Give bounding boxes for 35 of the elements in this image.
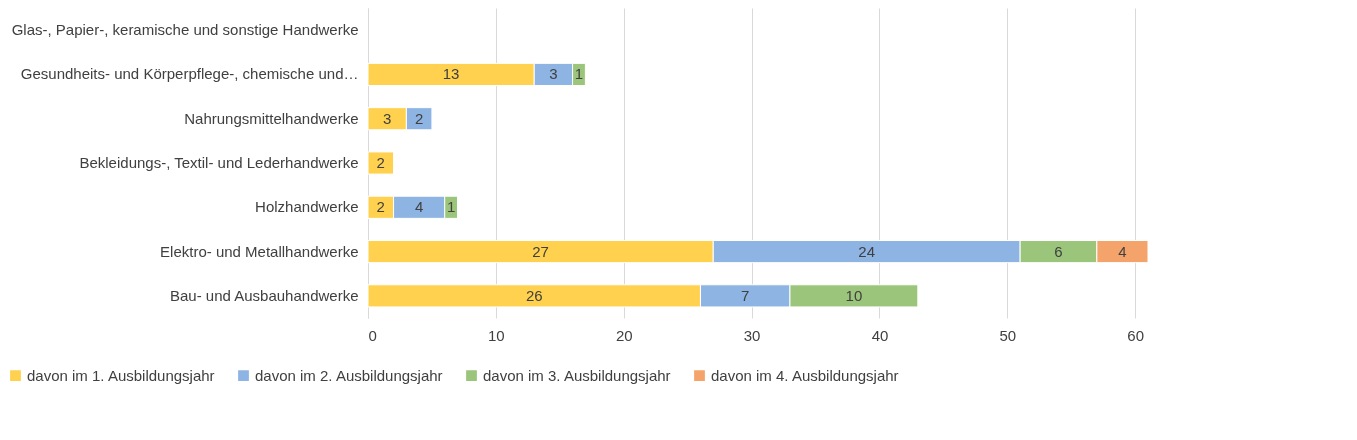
legend-label: davon im 2. Ausbildungsjahr xyxy=(255,366,443,384)
data-label: 3 xyxy=(549,65,558,83)
y-tick-label: Nahrungsmittelhandwerke xyxy=(184,109,359,127)
data-label: 27 xyxy=(532,242,549,260)
data-label: 10 xyxy=(845,286,863,304)
y-tick-label: Bau- und Ausbauhandwerke xyxy=(170,286,359,304)
data-label: 13 xyxy=(442,65,460,83)
bar xyxy=(367,151,395,175)
data-label: 4 xyxy=(1118,242,1127,260)
data-label: 26 xyxy=(525,286,543,304)
data-label: 2 xyxy=(376,154,385,171)
y-tick-label: Glas-, Papier-, keramische und sonstige Handwerke xyxy=(11,21,359,39)
y-tick-label: Gesundheits- und Körperpflege-, chemische und… xyxy=(20,65,359,83)
x-tick-label: 40 xyxy=(871,326,889,344)
data-label: 2 xyxy=(376,198,385,216)
data-label: 3 xyxy=(383,109,392,127)
x-tick-label: 60 xyxy=(1127,326,1145,344)
y-tick-label: Bekleidungs-, Textil- und Lederhandwerke xyxy=(79,154,359,171)
y-tick-label: Elektro- und Metallhandwerke xyxy=(160,242,359,260)
data-label: 24 xyxy=(858,242,876,260)
data-label: 6 xyxy=(1054,242,1063,260)
data-label: 1 xyxy=(446,198,456,216)
x-tick-label: 10 xyxy=(488,326,505,344)
x-tick-label: 0 xyxy=(368,326,377,344)
y-tick-label: Holzhandwerke xyxy=(255,198,359,216)
legend-label: davon im 4. Ausbildungsjahr xyxy=(711,366,899,384)
data-label: 2 xyxy=(414,109,424,127)
x-tick-label: 20 xyxy=(615,326,633,344)
data-label: 1 xyxy=(574,65,584,83)
x-tick-label: 30 xyxy=(743,326,761,344)
legend-label: davon im 1. Ausbildungsjahr xyxy=(27,366,215,384)
data-label: 4 xyxy=(414,198,424,216)
legend-label: davon im 3. Ausbildungsjahr xyxy=(483,366,671,384)
data-label: 7 xyxy=(741,286,750,304)
x-tick-label: 50 xyxy=(999,326,1017,344)
